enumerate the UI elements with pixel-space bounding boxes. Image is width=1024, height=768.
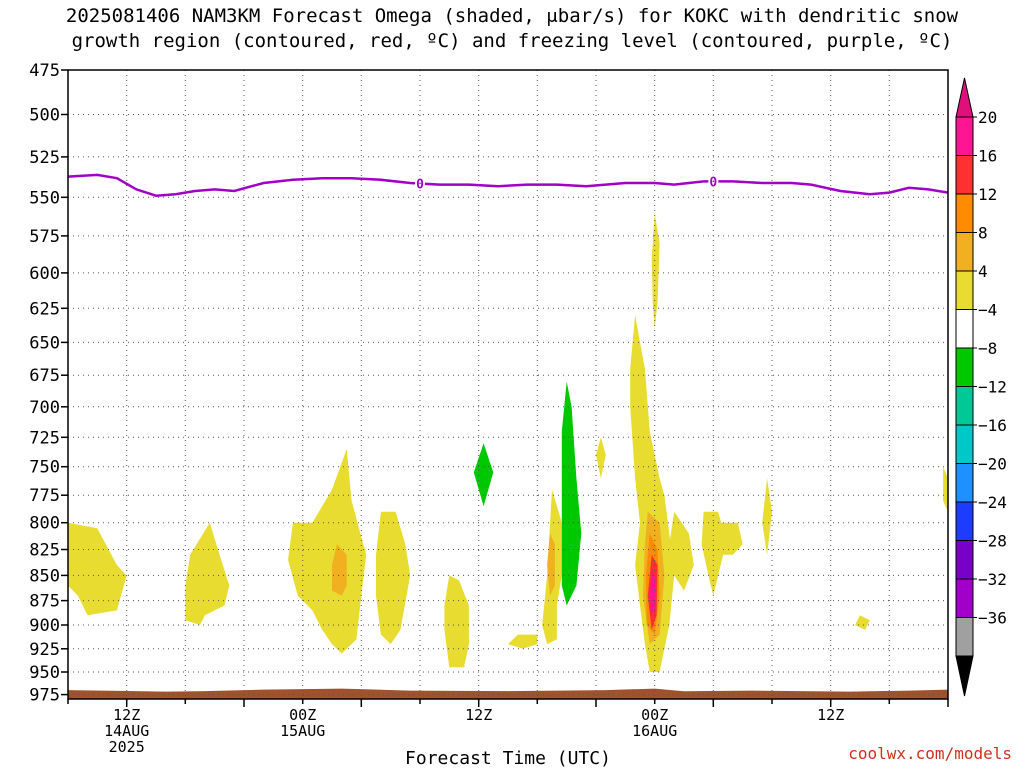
omega-region xyxy=(547,533,555,596)
colorbar-swatch xyxy=(955,424,974,464)
colorbar-swatch xyxy=(955,270,974,310)
colorbar-label: −12 xyxy=(978,378,1007,397)
y-tick-label: 675 xyxy=(29,366,60,386)
x-tick-label: 12Z xyxy=(465,706,492,724)
omega-region xyxy=(669,511,694,591)
x-tick-label: 00Z xyxy=(641,706,668,724)
y-tick-label: 475 xyxy=(29,61,60,81)
omega-region xyxy=(649,570,656,616)
colorbar-swatch xyxy=(955,578,974,618)
contour-label: 0 xyxy=(709,175,717,190)
y-tick-label: 575 xyxy=(29,227,60,247)
colorbar-label: −28 xyxy=(978,532,1007,551)
colorbar-label: 8 xyxy=(978,224,988,243)
omega-region xyxy=(288,449,367,654)
y-axis: 475 500 525 550 575 600 625 650 675 700 725 750 775 8… xyxy=(29,61,68,706)
y-tick-label: 700 xyxy=(29,398,60,418)
omega-region xyxy=(473,443,494,507)
y-tick-label: 975 xyxy=(29,686,60,706)
colorbar-label: 20 xyxy=(978,108,997,127)
colorbar-bottom-arrow xyxy=(955,655,974,697)
colorbar-swatch xyxy=(955,463,974,503)
colorbar-swatch xyxy=(955,347,974,387)
title-line-1: 2025081406 NAM3KM Forecast Omega (shaded… xyxy=(65,5,959,27)
colorbar-label: −4 xyxy=(978,301,997,320)
surface-layer xyxy=(68,688,948,699)
x-tick-label: 00Z xyxy=(289,706,316,724)
x-tick-label: 12Z xyxy=(113,706,140,724)
omega-region xyxy=(596,437,606,479)
x-tick-label: 14AUG xyxy=(104,722,149,740)
contour-label-bg xyxy=(708,173,719,188)
x-tick-label: 16AUG xyxy=(632,722,677,740)
grid-lines xyxy=(68,69,948,699)
y-tick-label: 950 xyxy=(29,663,60,683)
omega-region xyxy=(332,544,347,596)
colorbar-swatch xyxy=(955,386,974,426)
colorbar-swatch xyxy=(955,617,974,657)
y-tick-label: 825 xyxy=(29,541,60,561)
y-tick-label: 500 xyxy=(29,106,60,126)
y-tick-label: 525 xyxy=(29,148,60,168)
colorbar-swatch xyxy=(955,232,974,272)
y-tick-label: 775 xyxy=(29,486,60,506)
omega-region xyxy=(855,615,870,630)
y-tick-label: 725 xyxy=(29,428,60,448)
y-tick-label: 875 xyxy=(29,592,60,612)
colorbar-swatch xyxy=(955,501,974,541)
omega-region xyxy=(651,213,660,329)
y-tick-label: 800 xyxy=(29,514,60,534)
y-tick-label: 850 xyxy=(29,566,60,586)
contour-label: 0 xyxy=(416,178,424,193)
credit-text: coolwx.com/models xyxy=(848,744,1012,763)
x-tick-label: 15AUG xyxy=(280,722,325,740)
colorbar-swatch xyxy=(955,540,974,580)
colorbar-label: 12 xyxy=(978,185,997,204)
omega-region xyxy=(185,522,230,625)
colorbar-label: −32 xyxy=(978,570,1007,589)
omega-region xyxy=(943,466,948,512)
y-tick-label: 750 xyxy=(29,458,60,478)
omega-shading xyxy=(68,213,948,672)
x-tick-label: 2025 xyxy=(109,738,145,756)
colorbar-label: −36 xyxy=(978,609,1007,628)
colorbar-label: 4 xyxy=(978,262,988,281)
y-tick-label: 925 xyxy=(29,640,60,660)
omega-region xyxy=(508,634,538,649)
colorbar-label: −8 xyxy=(978,339,997,358)
chart-title: 2025081406 NAM3KM Forecast Omega (shaded… xyxy=(0,4,1024,54)
colorbar-label: −16 xyxy=(978,416,1007,435)
colorbar-label: 16 xyxy=(978,147,997,166)
y-tick-label: 550 xyxy=(29,188,60,208)
colorbar-swatch xyxy=(955,116,974,156)
plot-frame xyxy=(67,69,949,700)
omega-region xyxy=(68,522,127,616)
y-tick-label: 600 xyxy=(29,264,60,284)
omega-region xyxy=(762,478,772,555)
y-tick-label: 900 xyxy=(29,616,60,636)
contour-label-bg xyxy=(415,175,425,190)
colorbar-swatch xyxy=(955,309,974,349)
omega-region xyxy=(701,511,743,596)
x-tick-label: 12Z xyxy=(817,706,844,724)
y-tick-label: 625 xyxy=(29,299,60,319)
colorbar-top-arrow xyxy=(955,77,974,118)
omega-region xyxy=(376,511,411,645)
freezing-level-line xyxy=(67,173,949,197)
colorbar-swatch xyxy=(955,193,974,233)
omega-region xyxy=(561,381,582,606)
y-tick-label: 650 xyxy=(29,333,60,353)
title-line-2: growth region (contoured, red, ºC) and f… xyxy=(71,30,953,52)
colorbar: 20 16 12 8 4 −4 −8 −12 −16 −20 −24 −28 −32 −36 xyxy=(955,77,1007,697)
omega-region xyxy=(444,575,469,668)
colorbar-swatch xyxy=(955,155,974,195)
x-axis-title: Forecast Time (UTC) xyxy=(405,748,611,768)
colorbar-label: −20 xyxy=(978,455,1007,474)
colorbar-label: −24 xyxy=(978,493,1007,512)
surface-ground xyxy=(68,688,948,699)
